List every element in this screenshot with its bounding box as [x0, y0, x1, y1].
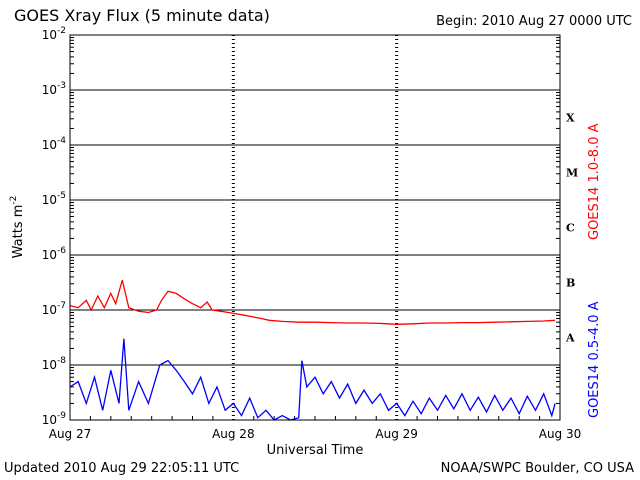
x-tick-label: Aug 30: [539, 427, 582, 441]
series-line-0: [69, 279, 556, 325]
x-axis-label: Universal Time: [267, 443, 364, 458]
legend-short-channel: GOES14 0.5-4.0 A: [587, 301, 602, 418]
x-tick-label: Aug 29: [375, 427, 418, 441]
begin-time-label: Begin: 2010 Aug 27 0000 UTC: [436, 14, 632, 29]
y-tick-label: 10-5: [42, 191, 66, 207]
y-tick-label: 10-7: [42, 301, 66, 317]
y-tick-label: 10-4: [42, 136, 67, 152]
x-tick-label: Aug 28: [212, 427, 255, 441]
credit-label: NOAA/SWPC Boulder, CO USA: [440, 461, 634, 476]
flare-class-a: A: [565, 332, 575, 345]
y-tick-label: 10-3: [42, 81, 66, 97]
legend-long-channel: GOES14 1.0-8.0 A: [587, 123, 602, 240]
y-axis-label-exponent: -2: [9, 196, 19, 205]
flare-class-c: C: [566, 222, 575, 235]
chart-title: GOES Xray Flux (5 minute data): [14, 6, 270, 25]
flare-class-b: B: [566, 277, 575, 290]
series-layer: [69, 279, 556, 421]
flare-class-labels: X M C B A: [565, 112, 578, 345]
updated-timestamp: Updated 2010 Aug 29 22:05:11 UTC: [4, 461, 240, 476]
grid-layer: [70, 35, 560, 420]
y-tick-label: 10-8: [42, 356, 67, 372]
y-tick-label: 10-9: [42, 411, 67, 427]
flare-class-x: X: [566, 112, 575, 125]
y-tick-labels: 10-2 10-3 10-4 10-5 10-6 10-7 10-8 10-9: [42, 26, 67, 427]
x-tick-labels: Aug 27 Aug 28 Aug 29 Aug 30: [49, 427, 582, 441]
y-axis-label: Watts m-2: [9, 196, 26, 259]
series-line-1: [69, 338, 556, 421]
y-axis-label-text: Watts m: [11, 205, 26, 259]
plot-frame: [69, 34, 561, 421]
flare-class-m: M: [566, 167, 578, 180]
x-tick-label: Aug 27: [49, 427, 92, 441]
y-tick-label: 10-6: [42, 246, 67, 262]
y-tick-label: 10-2: [42, 26, 66, 42]
